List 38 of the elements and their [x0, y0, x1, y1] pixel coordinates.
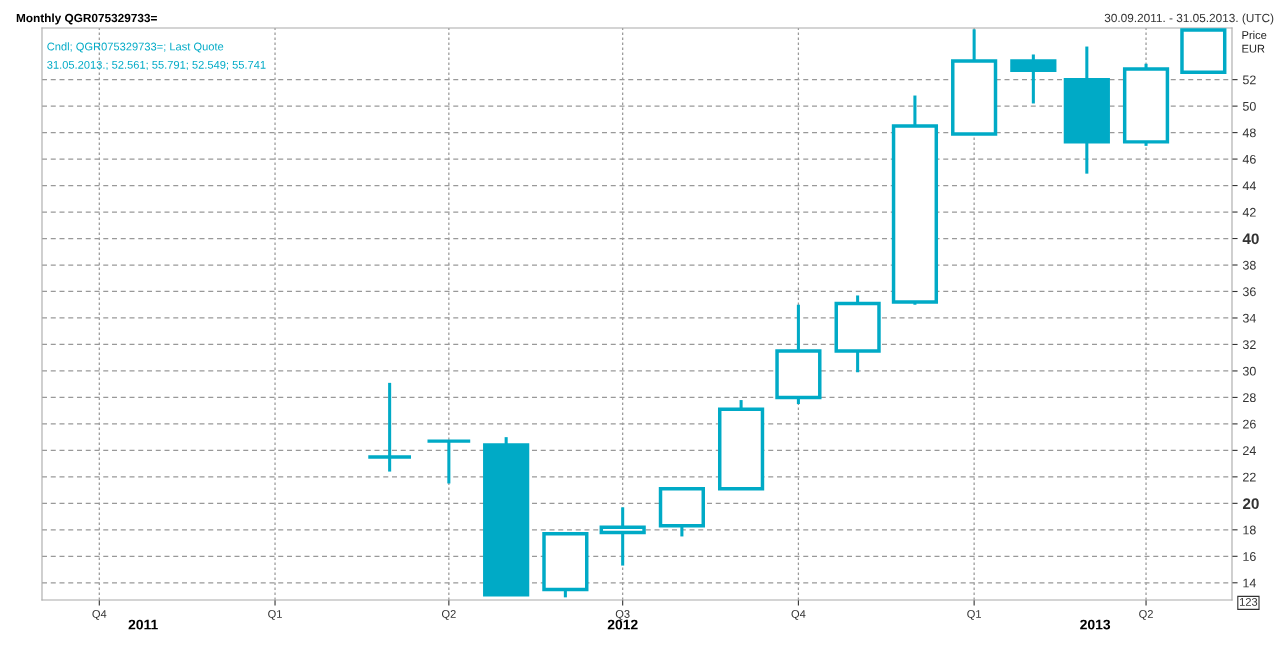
candlestick	[599, 507, 646, 566]
x-tick-label: Q1	[967, 610, 981, 620]
candlestick	[1063, 46, 1110, 174]
x-tick-label: Q2	[1139, 610, 1153, 620]
y-tick-label: 32	[1242, 340, 1256, 350]
y-tick-label: 36	[1242, 287, 1256, 297]
y-tick-label: 16	[1243, 552, 1256, 561]
y-tick-label: 34	[1242, 313, 1256, 323]
x-tick-label: Q3	[615, 610, 630, 620]
y-tick-label: 52	[1242, 75, 1256, 85]
y-tick-label: 48	[1242, 128, 1256, 138]
y-tick-label: 24	[1243, 446, 1256, 455]
y-tick-label: 18	[1243, 525, 1256, 535]
y-tick-label: 38	[1242, 260, 1256, 270]
x-tick-label: Q4	[92, 610, 107, 620]
x-tick-label: Q1	[268, 610, 282, 620]
y-tick-label: 26	[1243, 419, 1256, 429]
text: 2011	[128, 619, 158, 630]
y-axis-title: Price EUR	[1242, 30, 1267, 53]
annotation: Cndl; QGR075329733=; Last Quote	[47, 42, 224, 53]
text: 123	[1239, 597, 1258, 606]
chart-subtitle: 30.09.2011. - 31.05.2013. (UTC)	[1104, 13, 1274, 25]
y-tick-label: 40	[1242, 233, 1259, 245]
text: 2012	[607, 619, 638, 630]
chart-title: Monthly QGR075329733=	[16, 13, 157, 25]
y-tick-label: 20	[1242, 498, 1259, 510]
y-tick-label: 42	[1242, 207, 1256, 217]
x-tick-label: Q4	[791, 610, 806, 620]
annotation: 31.05.2013.; 52.561; 55.791; 52.549; 55.741	[47, 60, 266, 71]
y-tick-label: 28	[1243, 393, 1256, 403]
text: 2013	[1080, 619, 1111, 630]
y-tick-label: 14	[1243, 578, 1256, 588]
y-tick-label: 30	[1242, 366, 1256, 376]
x-tick-label: Q2	[441, 610, 456, 620]
y-tick-label: 44	[1242, 181, 1256, 191]
y-tick-label: 22	[1243, 472, 1256, 482]
y-tick-label: 46	[1242, 154, 1256, 164]
y-tick-label: 50	[1242, 101, 1256, 111]
